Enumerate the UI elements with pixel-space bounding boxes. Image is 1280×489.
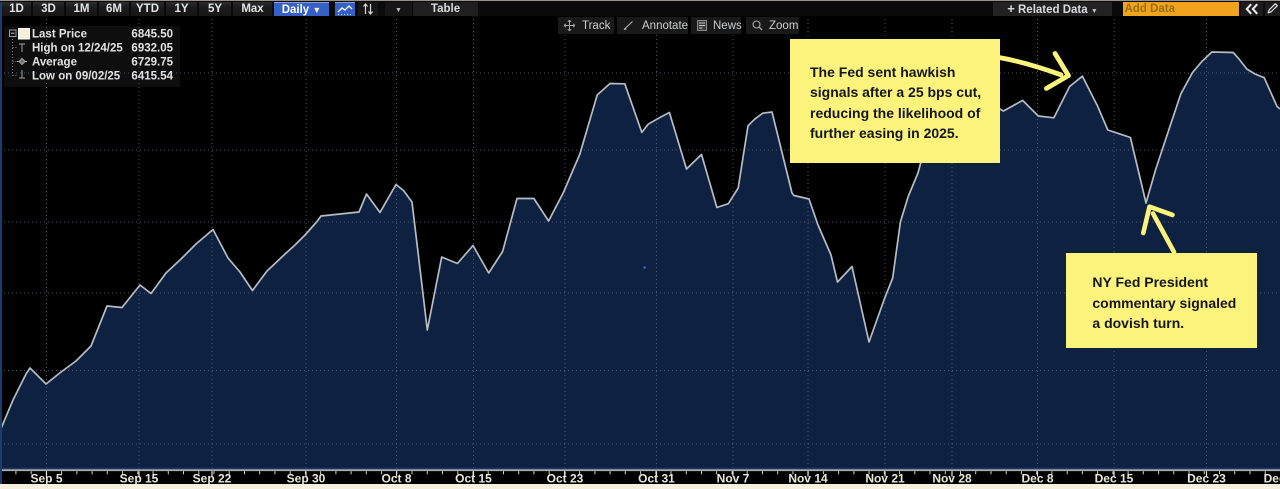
svg-text:Nov 28: Nov 28: [932, 472, 972, 486]
svg-text:6415.54: 6415.54: [131, 71, 173, 83]
svg-text:Low on 09/02/25: Low on 09/02/25: [32, 71, 121, 83]
svg-text:Nov 7: Nov 7: [717, 472, 750, 486]
svg-text:6845.50: 6845.50: [131, 29, 173, 41]
svg-text:High on 12/24/25: High on 12/24/25: [32, 43, 123, 55]
svg-text:Dec 31: Dec 31: [1264, 472, 1280, 486]
svg-text:Sep 30: Sep 30: [287, 472, 326, 486]
svg-text:Oct 15: Oct 15: [455, 472, 492, 486]
svg-text:Nov 21: Nov 21: [865, 472, 905, 486]
svg-text:Average: Average: [32, 57, 77, 69]
svg-text:Nov 14: Nov 14: [788, 472, 828, 486]
svg-text:Sep 15: Sep 15: [120, 472, 159, 486]
svg-text:Last Price: Last Price: [32, 29, 87, 41]
svg-text:6729.75: 6729.75: [131, 57, 173, 69]
svg-text:Oct 8: Oct 8: [381, 472, 411, 486]
svg-text:Dec 8: Dec 8: [1021, 472, 1053, 486]
svg-text:Dec 15: Dec 15: [1095, 472, 1134, 486]
svg-text:Sep 22: Sep 22: [193, 472, 232, 486]
svg-text:Oct 23: Oct 23: [547, 472, 584, 486]
svg-text:Oct 31: Oct 31: [638, 472, 675, 486]
svg-text:Dec 23: Dec 23: [1187, 472, 1226, 486]
svg-text:6932.05: 6932.05: [131, 43, 173, 55]
svg-text:Sep 5: Sep 5: [30, 472, 62, 486]
